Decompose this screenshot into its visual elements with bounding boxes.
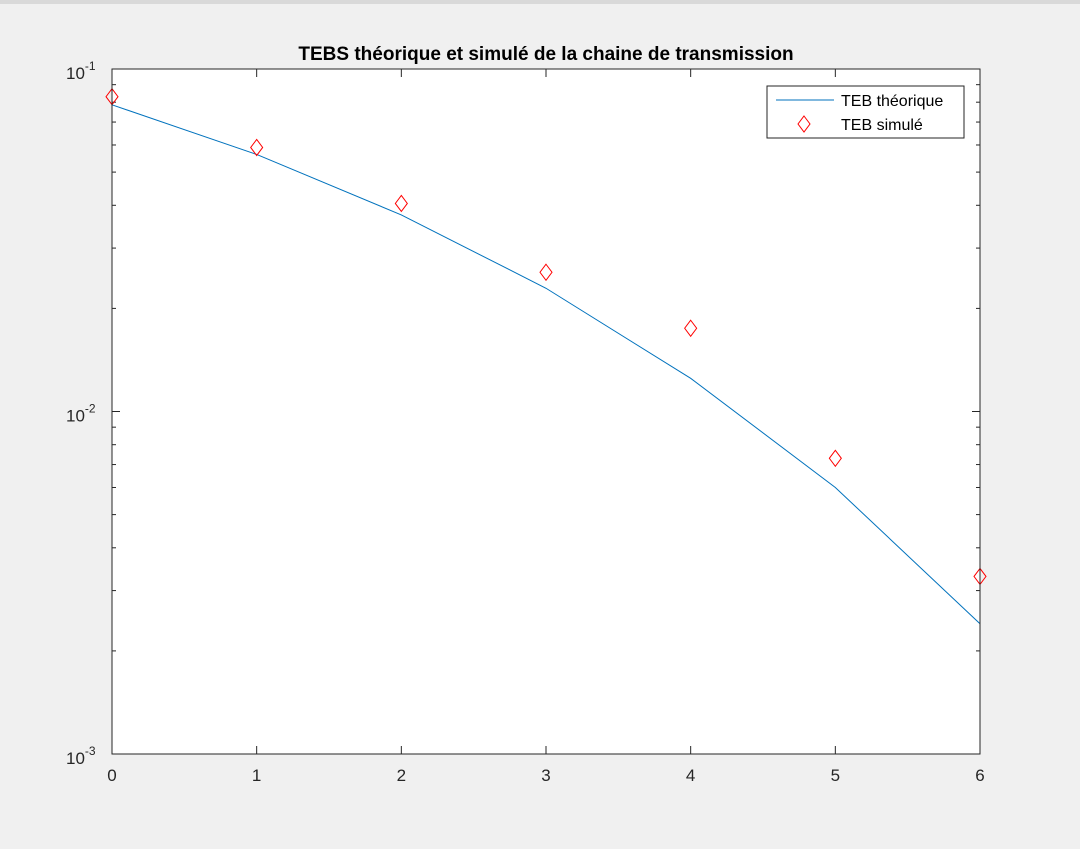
y-tick-label: 10-2 (66, 402, 96, 426)
y-tick-exponent: -1 (85, 59, 96, 73)
legend-diamond-swatch (797, 115, 811, 133)
series-line-theorique (111, 104, 981, 625)
x-tick-label: 0 (107, 766, 116, 785)
y-tick-base: 10 (66, 749, 85, 768)
data-point-simule (828, 449, 842, 468)
chart-title: TEBS théorique et simulé de la chaine de… (298, 44, 793, 65)
x-tick-label: 4 (686, 766, 695, 785)
y-tick-base: 10 (66, 407, 85, 426)
y-tick-base: 10 (66, 64, 85, 83)
axis-labels: 0 1 2 3 4 5 610-310-210-1 (66, 59, 985, 785)
y-tick-label: 10-3 (66, 744, 96, 768)
x-tick-label: 6 (975, 766, 984, 785)
x-tick-label: 3 (541, 766, 550, 785)
plot-frame (111, 68, 981, 755)
y-tick-exponent: -3 (85, 744, 96, 758)
legend: TEB théorique TEB simulé (766, 85, 965, 139)
x-tick-label: 2 (397, 766, 406, 785)
x-tick-label: 5 (831, 766, 840, 785)
legend-label-simule: TEB simulé (841, 117, 923, 134)
legend-box (766, 85, 965, 139)
y-tick-exponent: -2 (85, 402, 96, 416)
data-point-simule (250, 138, 264, 157)
y-tick-label: 10-1 (66, 59, 96, 83)
window-top-border (0, 0, 1080, 4)
data-point-simule (394, 194, 408, 213)
plot-area (112, 69, 980, 754)
data-point-simule (539, 263, 553, 282)
x-tick-label: 1 (252, 766, 261, 785)
data-point-simule (684, 319, 698, 338)
legend-label-theorique: TEB théorique (841, 93, 943, 110)
